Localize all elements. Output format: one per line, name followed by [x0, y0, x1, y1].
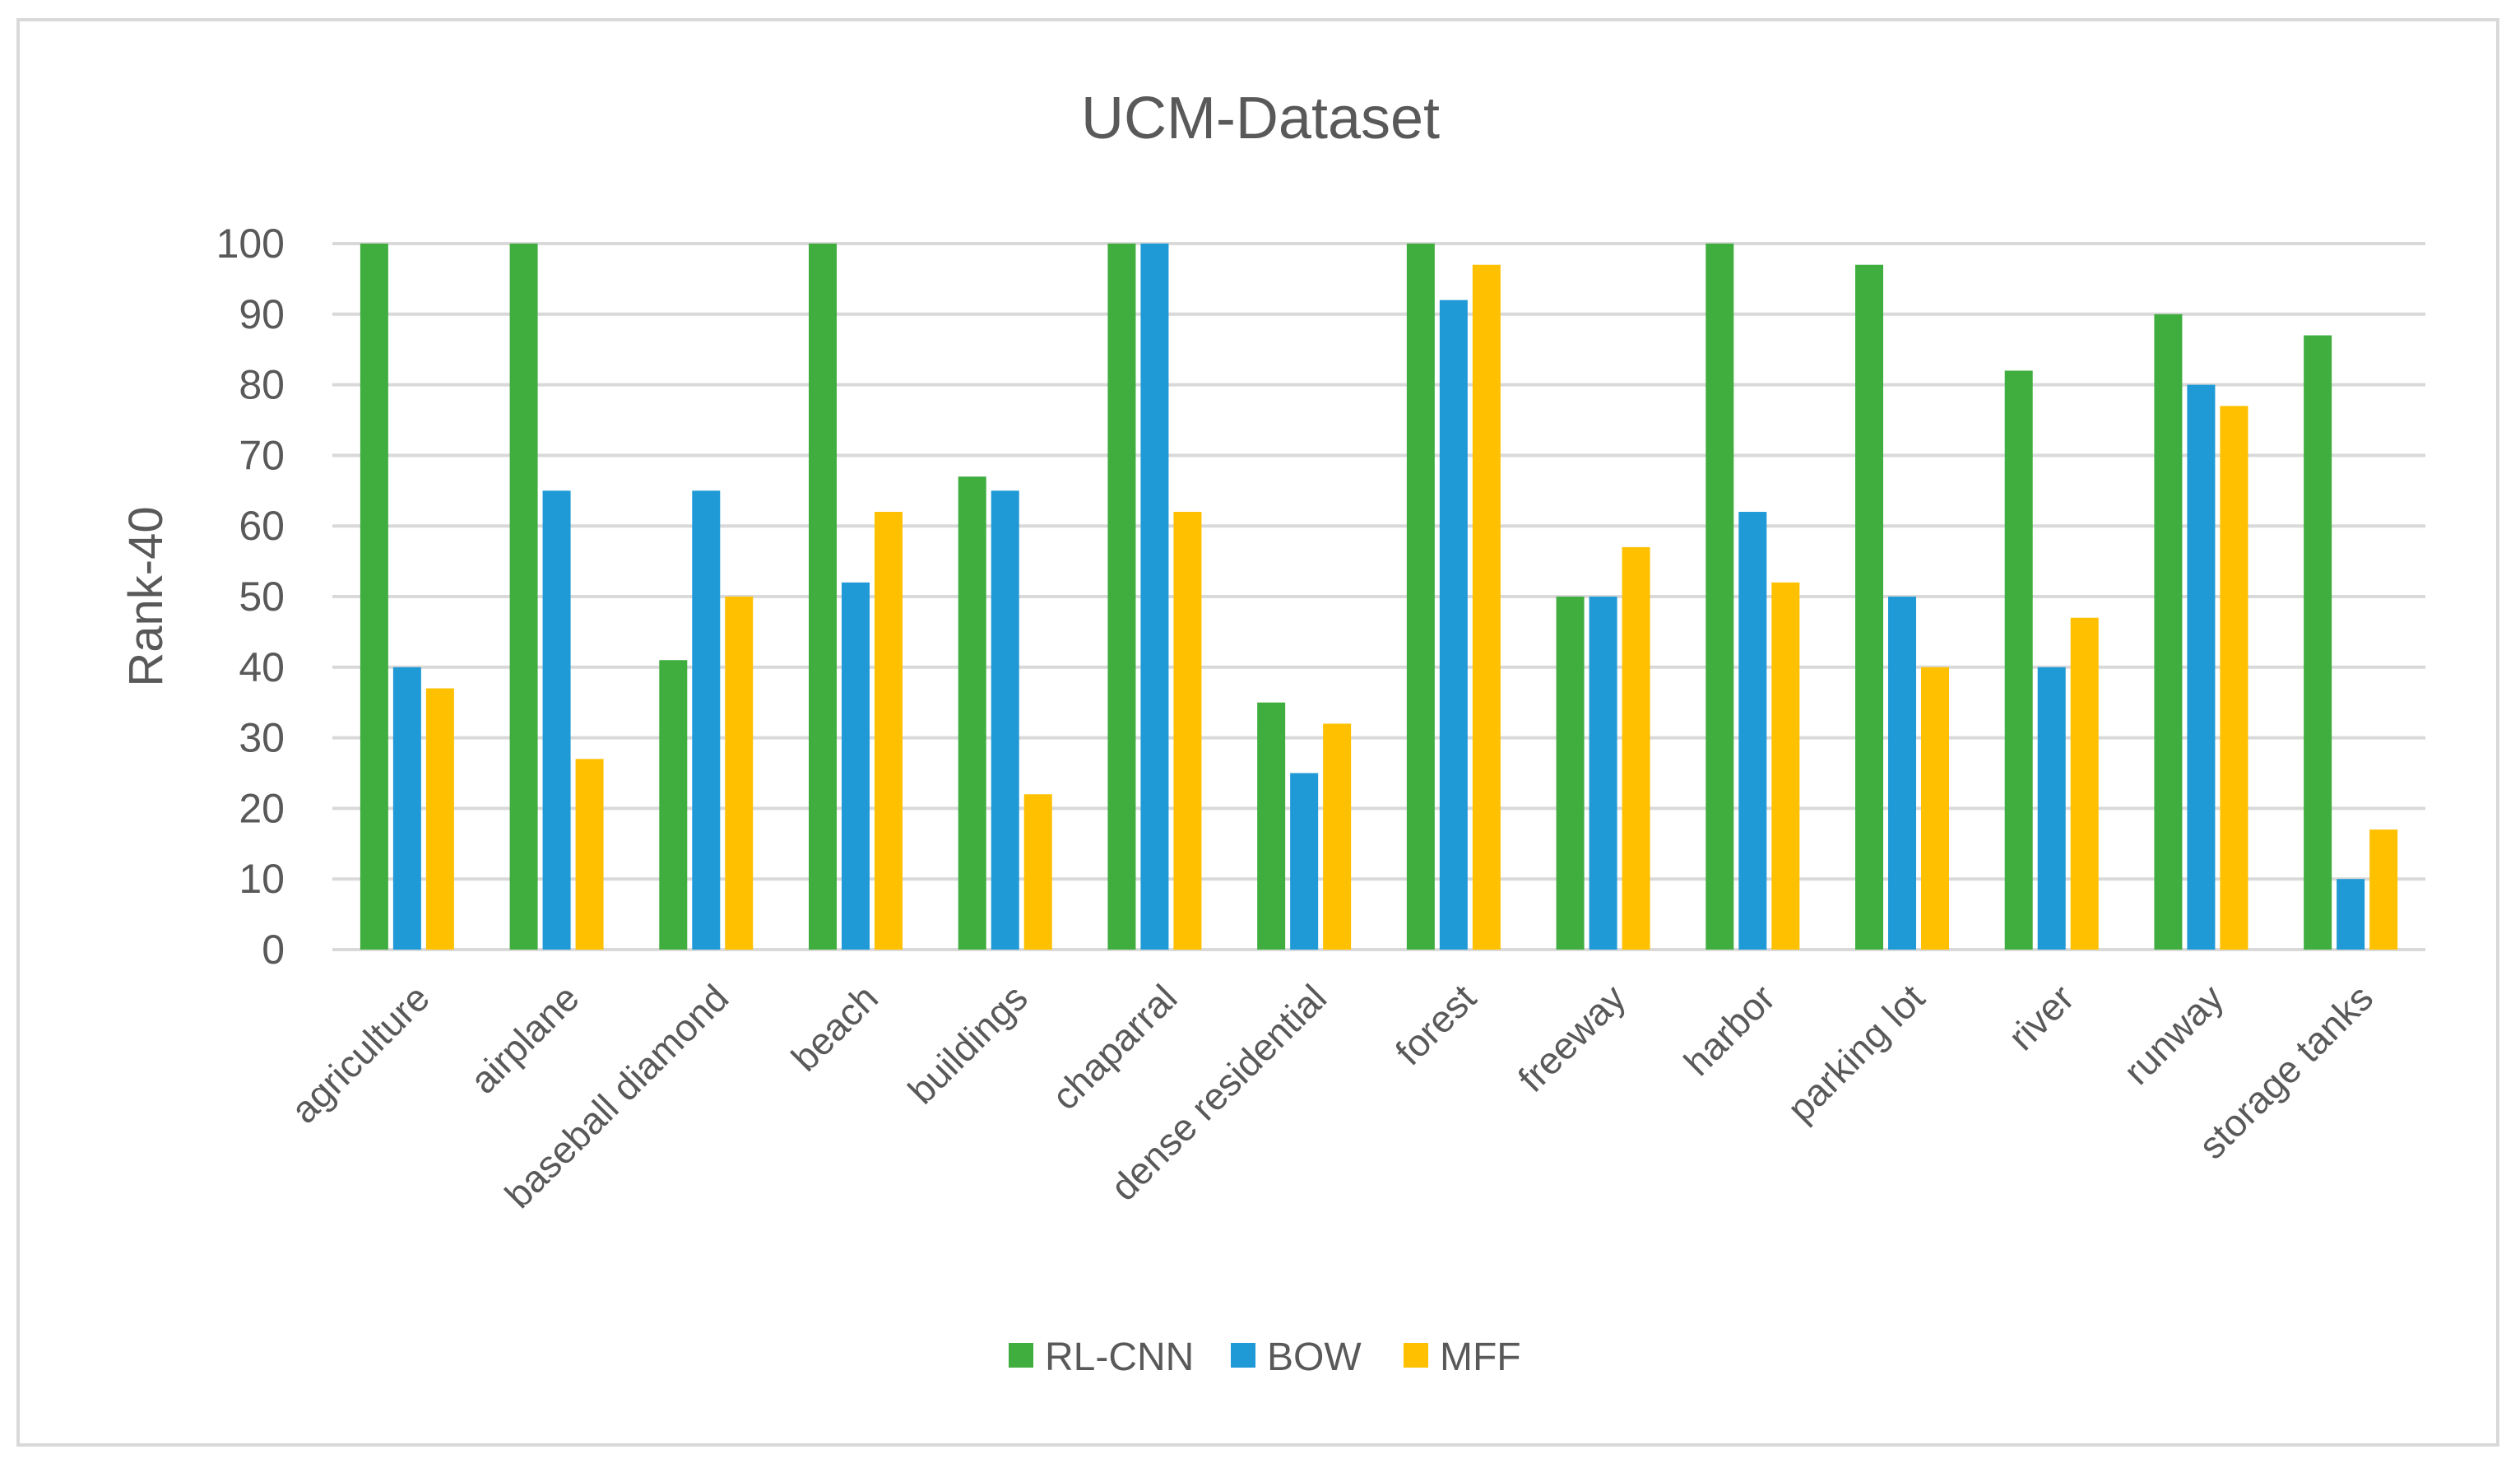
bar-rl-cnn — [1406, 244, 1435, 950]
y-axis-ticks: 0 10 20 30 40 50 60 70 80 90 100 — [216, 221, 285, 973]
bar-mff — [2369, 829, 2398, 950]
bar-rl-cnn — [2304, 335, 2332, 950]
bar-mff — [2070, 617, 2099, 950]
bar-mff — [2220, 406, 2249, 950]
x-category-label: chaparral — [1043, 976, 1185, 1117]
bar-mff — [1771, 582, 1800, 950]
bar-bow — [1140, 244, 1169, 950]
bar-mff — [1323, 723, 1352, 950]
bar-mff — [425, 688, 454, 950]
y-tick-label: 10 — [239, 856, 285, 902]
y-tick-label: 40 — [239, 644, 285, 690]
legend-swatch — [1231, 1343, 1255, 1368]
bar-rl-cnn — [1855, 264, 1883, 950]
bar-rl-cnn — [509, 244, 538, 950]
legend-label: BOW — [1267, 1336, 1362, 1379]
x-category-label: airplane — [462, 976, 587, 1102]
y-tick-label: 90 — [239, 291, 285, 337]
y-axis-title: Rank-40 — [119, 506, 173, 686]
bar-bow — [542, 490, 571, 950]
bar-bow — [392, 667, 421, 950]
x-category-label: harbor — [1676, 976, 1784, 1084]
y-tick-label: 100 — [216, 221, 285, 267]
y-tick-label: 80 — [239, 362, 285, 408]
bar-rl-cnn — [809, 244, 837, 950]
x-category-label: agriculture — [282, 976, 438, 1131]
y-tick-label: 50 — [239, 574, 285, 620]
bar-rl-cnn — [2154, 314, 2183, 950]
bar-bow — [991, 490, 1019, 950]
y-tick-label: 70 — [239, 432, 285, 478]
chart-title: UCM-Dataset — [1081, 86, 1440, 151]
bars — [360, 244, 2398, 950]
bar-rl-cnn — [360, 244, 388, 950]
bar-mff — [1622, 546, 1650, 950]
bar-bow — [1290, 773, 1319, 950]
x-category-label: buildings — [900, 976, 1036, 1112]
x-category-label: beach — [783, 976, 886, 1079]
x-category-label: parking lot — [1779, 976, 1933, 1130]
y-tick-label: 0 — [262, 927, 285, 973]
bar-bow — [1738, 512, 1767, 950]
bar-rl-cnn — [1107, 244, 1136, 950]
bar-rl-cnn — [2004, 370, 2033, 950]
bar-mff — [1023, 794, 1052, 950]
x-category-label: freeway — [1510, 976, 1634, 1100]
legend-swatch — [1404, 1343, 1428, 1368]
legend-label: MFF — [1440, 1336, 1521, 1379]
x-category-label: forest — [1387, 976, 1484, 1073]
bar-rl-cnn — [958, 476, 986, 950]
bar-bow — [1589, 597, 1617, 950]
bar-mff — [575, 759, 604, 950]
bar-mff — [1173, 512, 1202, 950]
bar-bow — [2037, 667, 2066, 950]
bar-mff — [725, 597, 754, 950]
bar-mff — [875, 512, 903, 950]
bar-bow — [2187, 384, 2216, 950]
bar-rl-cnn — [659, 660, 688, 950]
bar-bow — [1439, 300, 1468, 950]
x-category-label: runway — [2115, 976, 2232, 1093]
y-tick-label: 20 — [239, 785, 285, 831]
legend-swatch — [1009, 1343, 1033, 1368]
bar-rl-cnn — [1706, 244, 1734, 950]
bar-bow — [692, 490, 721, 950]
bar-bow — [1888, 597, 1916, 950]
x-category-label: river — [2000, 976, 2082, 1058]
bar-bow — [842, 582, 870, 950]
bar-rl-cnn — [1556, 597, 1585, 950]
bar-bow — [2337, 879, 2365, 950]
bar-mff — [1921, 667, 1949, 950]
gridlines — [332, 242, 2425, 951]
y-tick-label: 30 — [239, 715, 285, 761]
bar-mff — [1472, 264, 1501, 950]
y-tick-label: 60 — [239, 503, 285, 549]
legend-label: RL-CNN — [1045, 1336, 1194, 1379]
legend: RL-CNN BOW MFF — [1009, 1336, 1521, 1379]
bar-rl-cnn — [1257, 702, 1286, 950]
